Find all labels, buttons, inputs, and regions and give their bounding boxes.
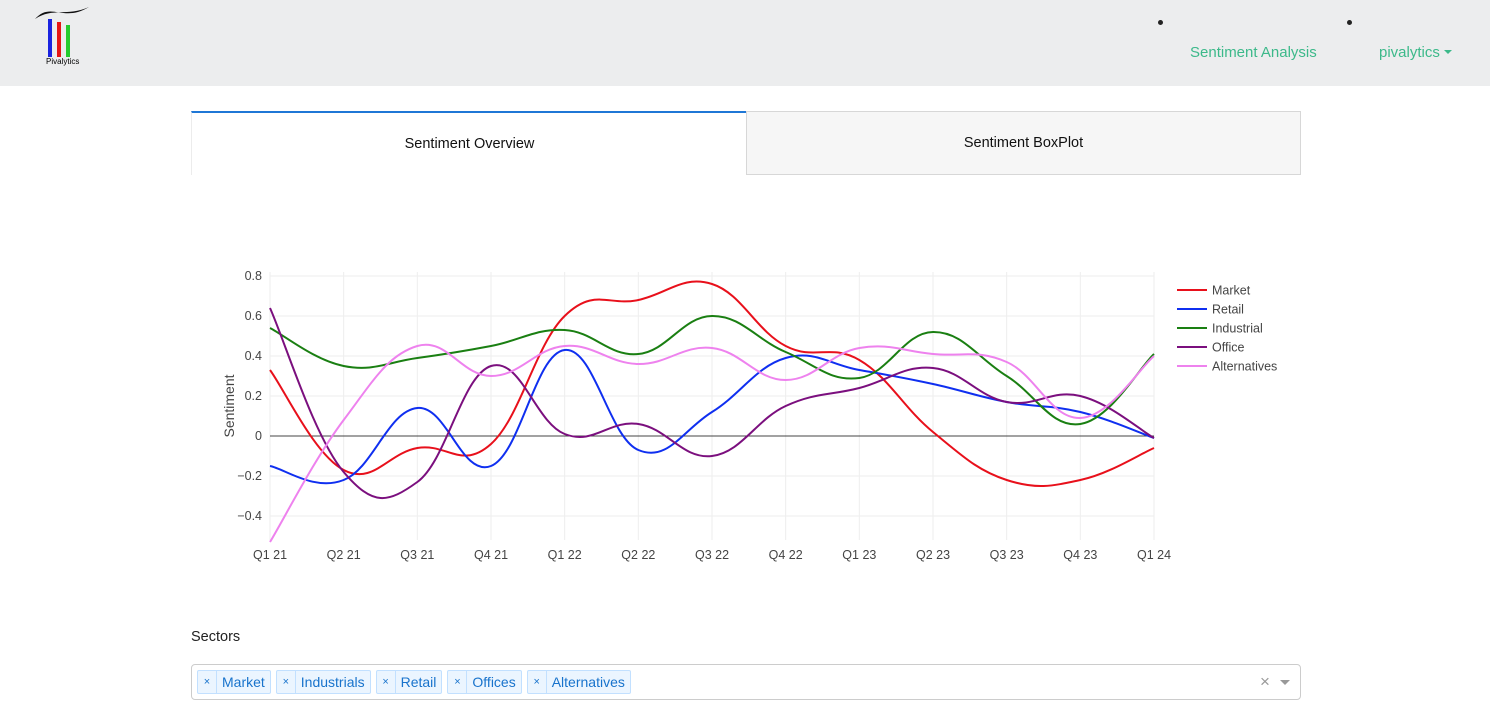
remove-chip-icon[interactable]: × xyxy=(448,671,468,693)
y-tick-label: 0.2 xyxy=(245,389,262,403)
y-tick-label: −0.2 xyxy=(237,469,262,483)
remove-chip-icon[interactable]: × xyxy=(277,671,296,693)
sector-chip: × Offices xyxy=(447,670,522,694)
top-navbar: Pivalytics Sentiment Analysis pivalytics xyxy=(0,0,1490,86)
sector-chip: × Industrials xyxy=(275,670,371,694)
sector-chip: × Alternatives xyxy=(526,670,631,694)
nav-user-label: pivalytics xyxy=(1379,44,1440,61)
nav-bullet xyxy=(1158,20,1163,25)
nav-sentiment-analysis-link[interactable]: Sentiment Analysis xyxy=(1190,44,1317,61)
clear-all-icon[interactable]: × xyxy=(1260,672,1270,691)
legend-label: Market xyxy=(1212,284,1251,298)
series-line-office xyxy=(269,307,1155,499)
x-tick-label: Q4 23 xyxy=(1063,548,1097,562)
x-tick-label: Q1 24 xyxy=(1137,548,1171,562)
x-tick-label: Q1 21 xyxy=(253,548,287,562)
legend-label: Industrial xyxy=(1212,322,1263,336)
sectors-multiselect[interactable]: × Market × Industrials × Retail × Offices × Alter… xyxy=(191,664,1301,700)
sector-chip: × Market xyxy=(197,670,271,694)
y-tick-label: 0.6 xyxy=(245,309,262,323)
y-tick-label: 0 xyxy=(255,429,262,443)
brand-logo[interactable] xyxy=(33,5,95,71)
sector-chip-label: Offices xyxy=(472,674,516,690)
x-tick-label: Q3 23 xyxy=(990,548,1024,562)
selected-chips: × Market × Industrials × Retail × Offices × Alter… xyxy=(197,670,631,694)
caret-down-icon xyxy=(1443,50,1452,54)
remove-chip-icon[interactable]: × xyxy=(377,671,396,693)
y-axis-title: Sentiment xyxy=(221,374,237,437)
series-line-market xyxy=(269,280,1155,488)
x-tick-label: Q2 21 xyxy=(327,548,361,562)
sector-chip-label: Industrials xyxy=(300,674,365,690)
sectors-label: Sectors xyxy=(191,629,241,645)
sector-chip-label: Market xyxy=(222,674,265,690)
y-tick-label: −0.4 xyxy=(237,509,262,523)
x-tick-label: Q2 23 xyxy=(916,548,950,562)
x-tick-label: Q2 22 xyxy=(621,548,655,562)
x-tick-label: Q1 22 xyxy=(548,548,582,562)
sector-chip-label: Alternatives xyxy=(551,674,625,690)
sector-chip-label: Retail xyxy=(400,674,437,690)
x-tick-label: Q3 21 xyxy=(400,548,434,562)
sector-chip: × Retail xyxy=(375,670,443,694)
dropdown-arrow-icon[interactable] xyxy=(1280,680,1290,685)
remove-chip-icon[interactable]: × xyxy=(528,671,547,693)
x-tick-label: Q1 23 xyxy=(842,548,876,562)
nav-bullet xyxy=(1347,20,1352,25)
tab-sentiment-boxplot[interactable]: Sentiment BoxPlot xyxy=(746,111,1301,175)
y-tick-label: 0.8 xyxy=(245,269,262,283)
x-tick-label: Q4 21 xyxy=(474,548,508,562)
series-line-alternatives xyxy=(269,343,1155,543)
nav-sentiment-label: Sentiment Analysis xyxy=(1190,44,1317,61)
logo-mark-icon xyxy=(35,7,89,57)
x-tick-label: Q4 22 xyxy=(769,548,803,562)
nav-user-dropdown[interactable]: pivalytics xyxy=(1379,44,1452,61)
legend-label: Alternatives xyxy=(1212,360,1277,374)
tab-sentiment-overview[interactable]: Sentiment Overview xyxy=(191,111,747,175)
series-line-industrial xyxy=(269,314,1155,426)
series-line-retail xyxy=(269,348,1155,485)
tab-label: Sentiment BoxPlot xyxy=(963,135,1084,151)
brand-name: Pivalytics xyxy=(46,57,80,66)
tab-label: Sentiment Overview xyxy=(404,136,535,152)
x-tick-label: Q3 22 xyxy=(695,548,729,562)
legend-label: Office xyxy=(1212,341,1244,355)
y-tick-label: 0.4 xyxy=(245,349,262,363)
sentiment-line-chart: 0.8 0.6 0.4 0.2 0 −0.2 −0.4 Q1 21 Q2 21 Q3 21 Q4 2… xyxy=(221,269,1277,562)
legend-label: Retail xyxy=(1212,303,1244,317)
remove-chip-icon[interactable]: × xyxy=(198,671,217,693)
